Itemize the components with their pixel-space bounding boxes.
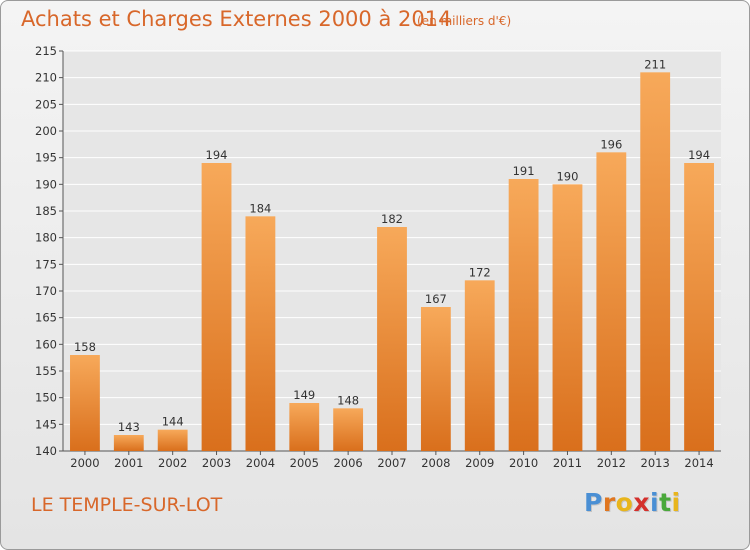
value-label-2001: 143 bbox=[118, 420, 140, 434]
x-tick-label-2001: 2001 bbox=[114, 456, 143, 470]
y-tick-label: 145 bbox=[35, 417, 57, 431]
x-tick-label-2012: 2012 bbox=[597, 456, 626, 470]
y-tick-label: 210 bbox=[35, 71, 57, 85]
y-tick-label: 140 bbox=[35, 444, 57, 458]
bar-2011 bbox=[552, 184, 583, 452]
y-tick-label: 185 bbox=[35, 204, 57, 218]
logo-letter: r bbox=[602, 488, 616, 517]
x-tick-label-2005: 2005 bbox=[290, 456, 319, 470]
x-tick-label-2007: 2007 bbox=[377, 456, 406, 470]
bar-2014 bbox=[684, 163, 714, 451]
x-tick-label-2013: 2013 bbox=[641, 456, 670, 470]
logo-letter: t bbox=[659, 488, 672, 517]
x-tick-label-2008: 2008 bbox=[421, 456, 450, 470]
bar-2004 bbox=[245, 216, 276, 451]
y-tick-label: 175 bbox=[35, 257, 57, 271]
x-tick-label-2000: 2000 bbox=[70, 456, 99, 470]
bar-2012 bbox=[596, 152, 627, 452]
y-tick-label: 200 bbox=[35, 124, 57, 138]
value-label-2012: 196 bbox=[600, 137, 622, 151]
chart-subtitle: (en milliers d'€) bbox=[417, 14, 512, 28]
value-label-2007: 182 bbox=[381, 212, 403, 226]
y-tick-label: 150 bbox=[35, 391, 57, 405]
x-tick-label-2002: 2002 bbox=[158, 456, 187, 470]
x-tick-label-2004: 2004 bbox=[246, 456, 275, 470]
y-tick-label: 195 bbox=[35, 151, 57, 165]
logo-letter: i bbox=[650, 488, 660, 517]
value-label-2004: 184 bbox=[249, 201, 271, 215]
value-label-2011: 190 bbox=[556, 169, 578, 183]
logo-letter: o bbox=[615, 488, 634, 517]
value-label-2009: 172 bbox=[469, 265, 491, 279]
logo-letter: P bbox=[584, 488, 603, 517]
value-label-2002: 144 bbox=[162, 415, 184, 429]
y-tick-label: 155 bbox=[35, 364, 57, 378]
logo-letter: x bbox=[633, 488, 650, 517]
bar-2006 bbox=[333, 408, 364, 451]
bar-2008 bbox=[420, 307, 451, 451]
y-tick-label: 170 bbox=[35, 284, 57, 298]
bar-2007 bbox=[377, 227, 407, 451]
bar-2009 bbox=[464, 280, 495, 451]
bar-2005 bbox=[289, 403, 320, 451]
value-label-2000: 158 bbox=[74, 340, 96, 354]
value-label-2003: 194 bbox=[206, 148, 228, 162]
chart-title: Achats et Charges Externes 2000 à 2014 bbox=[21, 7, 452, 31]
value-label-2014: 194 bbox=[688, 148, 710, 162]
bar-2002 bbox=[157, 429, 188, 451]
value-label-2006: 148 bbox=[337, 393, 359, 407]
bar-2001 bbox=[113, 435, 144, 451]
x-tick-label-2009: 2009 bbox=[465, 456, 494, 470]
proxiti-logo: Proxiti bbox=[584, 488, 681, 517]
logo-letter: i bbox=[671, 488, 681, 517]
place-name: LE TEMPLE-SUR-LOT bbox=[31, 494, 223, 516]
bar-2010 bbox=[508, 179, 539, 451]
x-tick-label-2011: 2011 bbox=[553, 456, 582, 470]
y-tick-label: 180 bbox=[35, 231, 57, 245]
bar-2003 bbox=[201, 163, 232, 451]
value-label-2005: 149 bbox=[293, 388, 315, 402]
x-tick-label-2010: 2010 bbox=[509, 456, 538, 470]
bar-2000 bbox=[70, 355, 100, 451]
y-tick-label: 205 bbox=[35, 97, 57, 111]
y-tick-label: 160 bbox=[35, 337, 57, 351]
x-tick-label-2006: 2006 bbox=[333, 456, 362, 470]
value-label-2008: 167 bbox=[425, 292, 447, 306]
x-tick-label-2003: 2003 bbox=[202, 456, 231, 470]
value-label-2010: 191 bbox=[513, 164, 535, 178]
y-tick-label: 215 bbox=[35, 44, 57, 58]
y-tick-label: 190 bbox=[35, 177, 57, 191]
y-tick-label: 165 bbox=[35, 311, 57, 325]
bar-2013 bbox=[640, 72, 671, 451]
x-tick-label-2014: 2014 bbox=[684, 456, 713, 470]
value-label-2013: 211 bbox=[644, 57, 666, 71]
